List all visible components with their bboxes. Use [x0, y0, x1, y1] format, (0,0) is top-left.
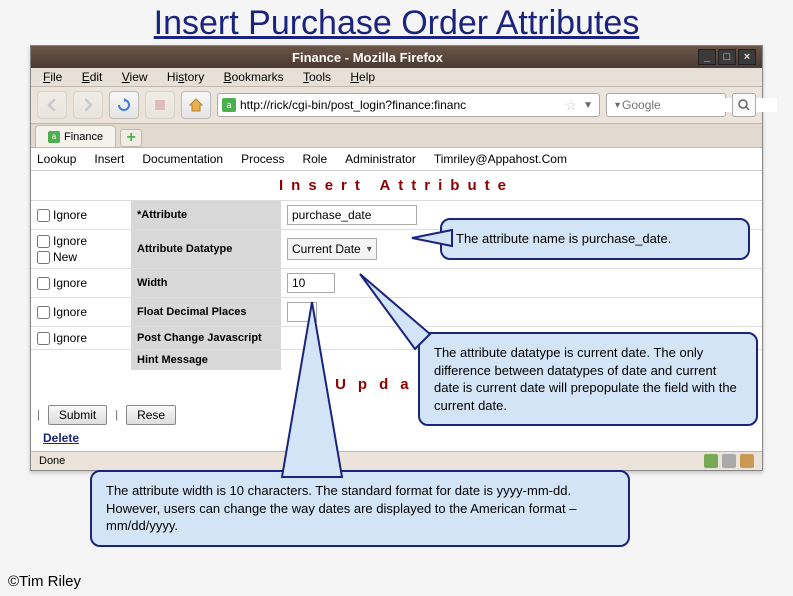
menubar: File Edit View History Bookmarks Tools H…	[31, 68, 762, 87]
ignore-label: Ignore	[53, 208, 87, 222]
url-dropdown-icon[interactable]: ▼	[581, 100, 595, 111]
search-engine-dropdown-icon[interactable]: ▾	[613, 100, 622, 111]
ignore-checkbox-4[interactable]	[37, 306, 50, 319]
callout-datatype: The attribute datatype is current date. …	[418, 332, 758, 426]
label-attribute: *Attribute	[131, 201, 281, 230]
insert-attribute-header: Insert Attribute	[31, 171, 762, 200]
status-text: Done	[39, 455, 65, 467]
datatype-value: Current Date	[292, 242, 361, 256]
new-checkbox[interactable]	[37, 251, 50, 264]
home-button[interactable]	[181, 91, 211, 119]
label-postchange: Post Change Javascript	[131, 327, 281, 350]
stop-button[interactable]	[145, 91, 175, 119]
search-go-button[interactable]	[732, 93, 756, 117]
nav-administrator[interactable]: Administrator	[345, 152, 416, 166]
slide-title: Insert Purchase Order Attributes	[0, 0, 793, 45]
menu-bookmarks[interactable]: Bookmarks	[216, 68, 292, 86]
close-button[interactable]: ×	[738, 49, 756, 65]
callout-attribute-name: The attribute name is purchase_date.	[440, 218, 750, 260]
delete-link[interactable]: Delete	[35, 431, 87, 445]
ignore-checkbox-1[interactable]	[37, 209, 50, 222]
search-box[interactable]: ▾	[606, 93, 726, 117]
label-hint: Hint Message	[131, 350, 281, 371]
label-float: Float Decimal Places	[131, 298, 281, 327]
label-width: Width	[131, 269, 281, 298]
nav-email: Timriley@Appahost.Com	[434, 152, 567, 166]
forward-button[interactable]	[73, 91, 103, 119]
reset-button[interactable]: Rese	[126, 405, 176, 425]
reload-button[interactable]	[109, 91, 139, 119]
status-bar: Done	[31, 451, 762, 470]
width-input[interactable]	[287, 273, 335, 293]
favicon-icon: a	[222, 98, 236, 112]
tab-label: Finance	[64, 131, 103, 143]
tab-favicon-icon: a	[48, 131, 60, 143]
attribute-input[interactable]	[287, 205, 417, 225]
new-tab-button[interactable]: +	[120, 129, 142, 147]
menu-edit[interactable]: Edit	[74, 68, 111, 86]
nav-documentation[interactable]: Documentation	[142, 152, 223, 166]
chevron-down-icon: ▾	[367, 244, 372, 255]
tab-finance[interactable]: a Finance	[35, 125, 116, 147]
ignore-checkbox-3[interactable]	[37, 277, 50, 290]
nav-insert[interactable]: Insert	[94, 152, 124, 166]
maximize-button[interactable]: □	[718, 49, 736, 65]
datatype-select[interactable]: Current Date ▾	[287, 238, 377, 260]
menu-help[interactable]: Help	[342, 68, 383, 86]
bookmark-star-icon[interactable]: ☆	[561, 97, 582, 114]
toolbar: a ☆ ▼ ▾	[31, 87, 762, 124]
ignore-checkbox-5[interactable]	[37, 332, 50, 345]
ignore-checkbox-2[interactable]	[37, 235, 50, 248]
url-bar[interactable]: a ☆ ▼	[217, 93, 600, 117]
callout-width: The attribute width is 10 characters. Th…	[90, 470, 630, 547]
menu-view[interactable]: View	[114, 68, 156, 86]
status-icon-3	[740, 454, 754, 468]
submit-button[interactable]: Submit	[48, 405, 107, 425]
app-nav: Lookup Insert Documentation Process Role…	[31, 148, 762, 171]
nav-process[interactable]: Process	[241, 152, 284, 166]
status-icon-1	[704, 454, 718, 468]
label-datatype: Attribute Datatype	[131, 230, 281, 269]
menu-file[interactable]: File	[35, 68, 70, 86]
tab-strip: a Finance +	[31, 124, 762, 148]
copyright: ©Tim Riley	[8, 573, 81, 590]
new-label: New	[53, 250, 77, 264]
menu-tools[interactable]: Tools	[295, 68, 339, 86]
back-button[interactable]	[37, 91, 67, 119]
minimize-button[interactable]: _	[698, 49, 716, 65]
window-title: Finance - Mozilla Firefox	[37, 50, 698, 65]
menu-history[interactable]: History	[159, 68, 212, 86]
status-icon-2	[722, 454, 736, 468]
nav-lookup[interactable]: Lookup	[37, 152, 76, 166]
titlebar: Finance - Mozilla Firefox _ □ ×	[31, 46, 762, 68]
url-input[interactable]	[240, 98, 561, 112]
nav-role[interactable]: Role	[302, 152, 327, 166]
